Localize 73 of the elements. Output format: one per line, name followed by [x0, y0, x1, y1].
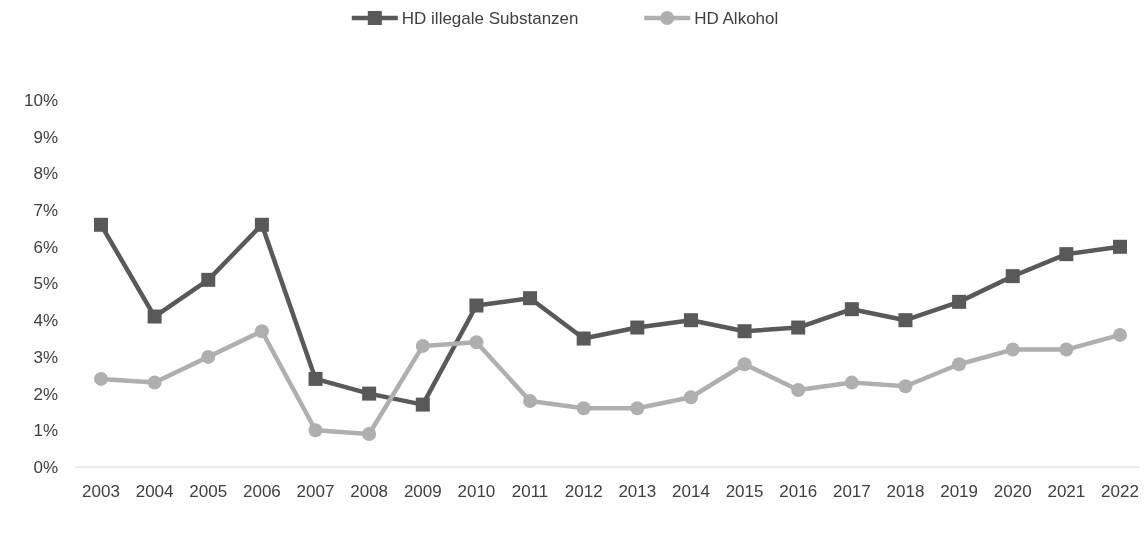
x-tick-label: 2004	[135, 482, 174, 501]
legend-label: HD illegale Substanzen	[401, 8, 579, 28]
y-tick-label: 8%	[33, 164, 58, 184]
point	[1113, 327, 1127, 342]
x-tick-label: 2019	[940, 482, 979, 501]
point	[201, 272, 216, 287]
point	[737, 324, 752, 339]
x-tick-label: 2015	[725, 482, 764, 501]
x-tick-label: 2011	[511, 482, 549, 501]
y-tick-label: 2%	[33, 384, 58, 404]
point	[844, 375, 859, 390]
point	[576, 401, 591, 416]
point	[523, 291, 538, 306]
point	[415, 338, 430, 353]
point	[898, 379, 913, 394]
x-tick-label: 2003	[82, 482, 120, 501]
x-tick-label: 2017	[832, 482, 871, 501]
x-tick-label: 2020	[993, 482, 1032, 501]
point	[1059, 247, 1074, 262]
point	[898, 313, 913, 328]
point	[469, 335, 484, 350]
point	[1059, 342, 1074, 357]
y-tick-label: 1%	[33, 421, 58, 441]
point	[469, 298, 484, 313]
point	[147, 375, 162, 390]
point	[737, 357, 752, 372]
point	[523, 393, 538, 408]
y-tick-label: 10%	[23, 90, 58, 110]
y-tick-label: 0%	[33, 457, 58, 477]
y-tick-label: 9%	[33, 127, 58, 147]
y-tick-label: 3%	[33, 347, 58, 367]
y-tick-label: 4%	[33, 311, 58, 331]
point	[1005, 342, 1020, 357]
point	[576, 331, 591, 346]
x-tick-label: 2012	[564, 482, 603, 501]
y-tick-label: 7%	[33, 201, 58, 221]
x-tick-label: 2022	[1101, 482, 1139, 501]
point	[362, 386, 377, 401]
point	[308, 423, 323, 438]
x-tick-label: 2005	[189, 482, 228, 501]
x-tick-label: 2018	[886, 482, 925, 501]
point	[308, 371, 323, 386]
x-tick-label: 2008	[350, 482, 389, 501]
legend-label: HD Alkohol	[694, 8, 779, 28]
x-tick-label: 2007	[296, 482, 335, 501]
point	[147, 309, 162, 324]
y-tick-label: 5%	[33, 274, 58, 294]
x-tick-label: 2010	[457, 482, 496, 501]
point	[94, 371, 108, 386]
point	[1005, 269, 1020, 284]
point	[415, 397, 430, 412]
point	[362, 426, 377, 441]
point	[201, 349, 216, 364]
point	[683, 313, 698, 328]
point	[683, 390, 698, 405]
point	[254, 217, 269, 232]
point	[630, 401, 645, 416]
point	[952, 357, 967, 372]
point	[952, 294, 967, 309]
point	[254, 324, 269, 339]
point	[791, 320, 806, 335]
point	[1113, 239, 1127, 254]
point	[94, 217, 108, 232]
x-tick-label: 2006	[242, 482, 281, 501]
point	[630, 320, 645, 335]
x-tick-label: 2013	[618, 482, 657, 501]
x-tick-label: 2014	[672, 482, 710, 501]
y-tick-label: 6%	[33, 237, 58, 257]
x-tick-label: 2009	[403, 482, 442, 501]
x-tick-label: 2016	[779, 482, 818, 501]
x-tick-label: 2021	[1047, 482, 1086, 501]
point	[844, 302, 859, 317]
point	[791, 382, 806, 397]
